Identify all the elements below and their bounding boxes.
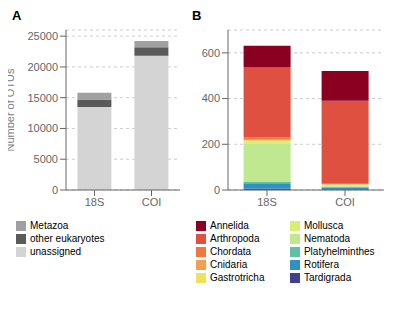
html-text:Tardigrada: Tardigrada <box>303 272 352 283</box>
html-text:Platyhelminthes: Platyhelminthes <box>303 246 375 257</box>
html-text:Chordata: Chordata <box>210 246 252 257</box>
svg-text:200: 200 <box>202 138 220 150</box>
svg-text:18S: 18S <box>85 196 105 208</box>
html-text:B: B <box>192 8 202 23</box>
svg-text:25000: 25000 <box>27 30 58 42</box>
html-text:Rotifera: Rotifera <box>303 259 339 270</box>
html-text:Metazoa: Metazoa <box>30 220 69 231</box>
svg-text:Number of OTUs: Number of OTUs <box>8 68 16 152</box>
html-text:A: A <box>12 8 22 23</box>
html-text:Mollusca: Mollusca <box>303 220 344 231</box>
svg-text:400: 400 <box>202 92 220 104</box>
svg-text:0: 0 <box>214 184 220 196</box>
html-text:other eukaryotes: other eukaryotes <box>30 233 105 244</box>
html-text:Annelida: Annelida <box>210 220 249 231</box>
svg-text:0: 0 <box>52 184 58 196</box>
svg-text:COI: COI <box>335 196 355 208</box>
html-text:Cnidaria: Cnidaria <box>210 259 248 270</box>
html-text:Gastrotricha: Gastrotricha <box>210 272 265 283</box>
svg-text:10000: 10000 <box>27 122 58 134</box>
html-text:Arthropoda: Arthropoda <box>210 233 260 244</box>
svg-text:600: 600 <box>202 47 220 59</box>
svg-text:15000: 15000 <box>27 92 58 104</box>
html-text:unassigned: unassigned <box>30 246 82 257</box>
svg-text:5000: 5000 <box>34 153 58 165</box>
svg-text:18S: 18S <box>257 196 277 208</box>
svg-text:COI: COI <box>142 196 162 208</box>
html-text:Nematoda: Nematoda <box>303 233 351 244</box>
svg-text:20000: 20000 <box>27 61 58 73</box>
